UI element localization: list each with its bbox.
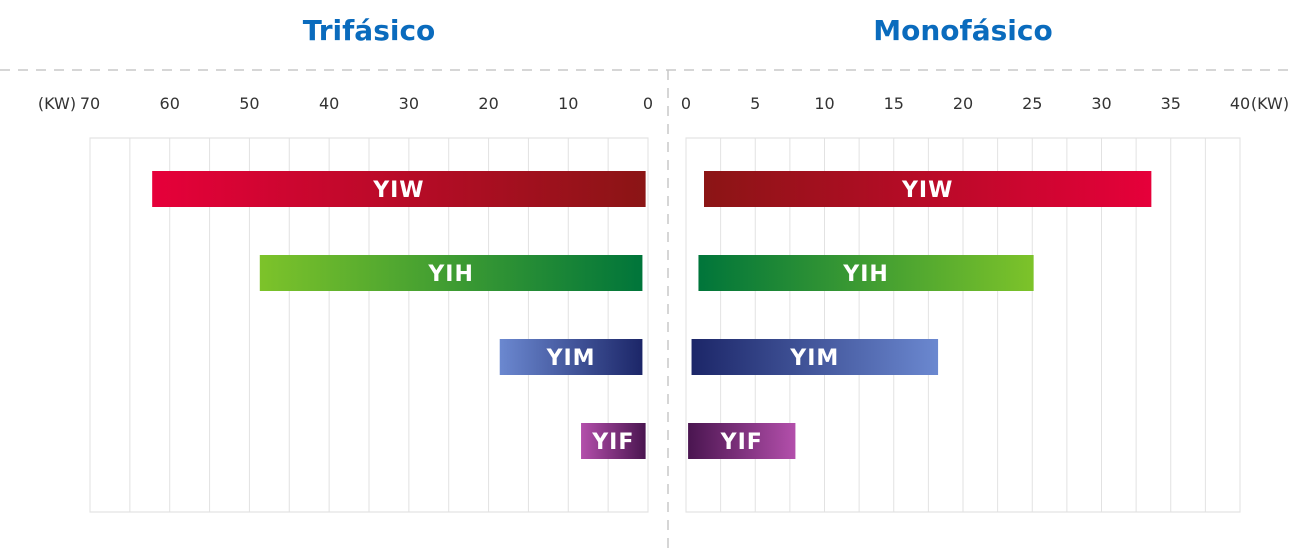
bar bbox=[704, 171, 1152, 207]
x-tick-label: 30 bbox=[399, 94, 419, 113]
x-tick-label: 35 bbox=[1161, 94, 1181, 113]
x-tick-label: 70 bbox=[80, 94, 100, 113]
bar-label: YIW bbox=[901, 178, 953, 203]
x-tick-label: 40 bbox=[1230, 94, 1250, 113]
chart-title: Monofásico bbox=[873, 14, 1052, 47]
bar-label: YIM bbox=[789, 346, 839, 371]
bar bbox=[499, 339, 643, 375]
bar-label: YIF bbox=[591, 430, 634, 455]
x-tick-label: 20 bbox=[953, 94, 973, 113]
bar bbox=[152, 171, 646, 207]
x-tick-label: 60 bbox=[160, 94, 180, 113]
bar-label: YIH bbox=[842, 262, 889, 287]
chart-title: Trifásico bbox=[303, 14, 436, 47]
bar bbox=[698, 255, 1034, 291]
axis-unit: (KW) bbox=[38, 94, 76, 113]
x-tick-label: 25 bbox=[1022, 94, 1042, 113]
x-tick-label: 0 bbox=[681, 94, 691, 113]
x-tick-label: 0 bbox=[643, 94, 653, 113]
x-tick-label: 5 bbox=[750, 94, 760, 113]
bar bbox=[581, 423, 646, 459]
bar-label: YIW bbox=[372, 178, 424, 203]
bar bbox=[688, 423, 796, 459]
x-tick-label: 10 bbox=[558, 94, 578, 113]
bar-label: YIM bbox=[546, 346, 596, 371]
x-tick-label: 40 bbox=[319, 94, 339, 113]
x-tick-label: 20 bbox=[478, 94, 498, 113]
x-tick-label: 10 bbox=[814, 94, 834, 113]
bar bbox=[259, 255, 643, 291]
x-tick-label: 30 bbox=[1091, 94, 1111, 113]
bar bbox=[691, 339, 939, 375]
bar-label: YIF bbox=[720, 430, 763, 455]
x-tick-label: 50 bbox=[239, 94, 259, 113]
bar-label: YIH bbox=[427, 262, 474, 287]
axis-unit: (KW) bbox=[1251, 94, 1289, 113]
x-tick-label: 15 bbox=[884, 94, 904, 113]
